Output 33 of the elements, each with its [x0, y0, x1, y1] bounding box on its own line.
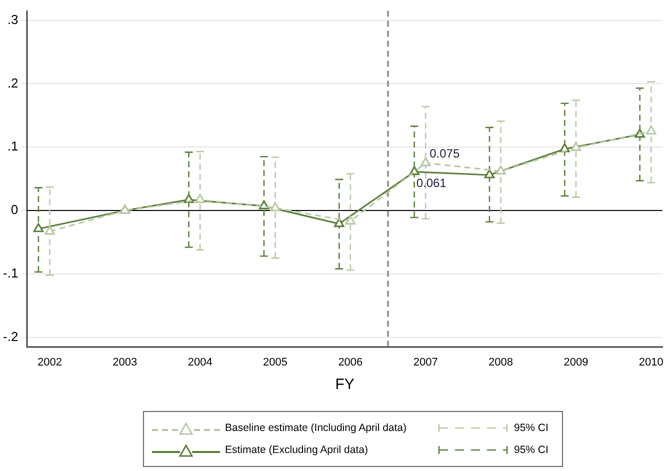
x-tick-label: 2004	[188, 356, 212, 368]
point	[44, 226, 55, 235]
y-tick-label: .1	[7, 138, 18, 154]
annotation: 0.075	[430, 146, 460, 160]
text: 95% CI	[514, 422, 548, 434]
y-tick-label: .3	[7, 12, 18, 27]
legend-label: Baseline estimate (Including April data)	[225, 422, 408, 434]
x-tick-label: 2009	[564, 356, 588, 368]
point	[484, 169, 495, 178]
x-tick-label: 2007	[413, 356, 438, 368]
x-tick-label: 2005	[263, 356, 288, 368]
x-axis-title: FY	[335, 376, 354, 394]
point	[570, 142, 582, 152]
y-tick-label: 0	[10, 202, 18, 218]
text: 95% CI	[514, 444, 548, 456]
point	[270, 202, 280, 212]
annotation: 0.061	[416, 176, 447, 190]
point	[345, 215, 356, 225]
point	[646, 125, 656, 135]
y-tick-label: -.1	[3, 265, 18, 280]
x-tick-label: 2006	[338, 356, 363, 368]
y-tick-label: -.2	[3, 328, 18, 344]
point	[420, 157, 431, 166]
x-tick-label: 2003	[112, 356, 138, 368]
legend-label: Estimate (Excluding April data)	[225, 444, 369, 456]
point	[194, 194, 206, 204]
point	[33, 223, 44, 232]
x-tick-label: 2008	[488, 356, 514, 368]
x-tick-label: 2010	[638, 356, 664, 368]
x-tick-label: 2002	[37, 356, 62, 368]
y-tick-label: .2	[7, 75, 18, 90]
point	[496, 165, 506, 174]
point	[334, 218, 344, 228]
